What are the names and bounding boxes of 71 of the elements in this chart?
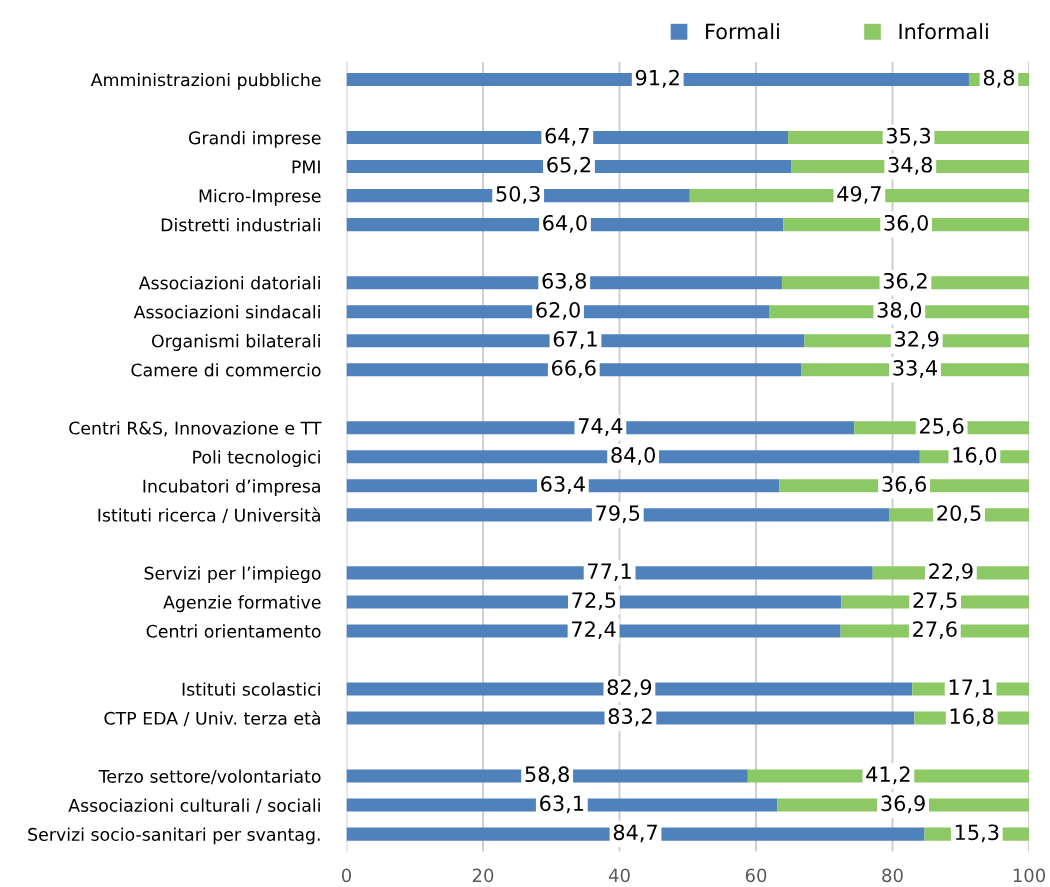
data-label: 17,1 [949, 679, 992, 698]
data-label: 34,8 [888, 156, 933, 175]
data-label: 84,0 [611, 447, 655, 465]
data-label: 74,4 [578, 418, 623, 436]
legend-label: Formali [706, 23, 779, 40]
y-tick-label: Centri orientamento [146, 624, 321, 638]
y-tick-label: Terzo settore/volontariato [98, 769, 321, 785]
y-tick-label: Amministrazioni pubbliche [90, 72, 321, 90]
data-label: 64,7 [545, 127, 589, 146]
legend-label: Informali [899, 23, 988, 40]
data-label: 22,9 [929, 563, 973, 582]
data-label: 64,0 [543, 214, 587, 233]
data-label: 38,0 [877, 301, 922, 320]
data-label: 15,3 [955, 824, 999, 843]
data-label: 66,6 [552, 360, 596, 378]
x-tick-label: 40 [608, 868, 630, 883]
data-label: 16,8 [950, 708, 994, 727]
data-label: 27,6 [913, 621, 957, 640]
data-label: 32,9 [895, 331, 939, 349]
y-tick-label: Agenzie formative [163, 595, 321, 613]
y-tick-label: Micro-Imprese [199, 189, 321, 206]
x-tick-label: 100 [1013, 868, 1046, 883]
data-label: 65,2 [547, 156, 591, 175]
x-tick-label: 20 [472, 868, 494, 883]
data-label: 77,1 [588, 563, 631, 582]
data-label: 16,0 [953, 447, 997, 465]
x-tick-label: 0 [341, 868, 352, 883]
y-tick-label: Distretti industriali [161, 218, 320, 232]
y-tick-label: Servizi per l’impiego [144, 566, 321, 584]
data-label: 36,9 [881, 795, 925, 814]
y-tick-label: Associazioni sindacali [133, 305, 320, 319]
data-label: 25,6 [919, 418, 964, 436]
y-tick-label: Grandi imprese [188, 130, 321, 148]
data-label: 8,8 [983, 69, 1015, 88]
data-label: 27,5 [913, 592, 957, 611]
y-tick-label: Associazioni culturali / sociali [68, 798, 320, 814]
data-label: 33,4 [893, 360, 938, 378]
data-label: 72,5 [572, 592, 616, 611]
data-label: 49,7 [837, 185, 881, 204]
data-label: 72,4 [572, 621, 616, 640]
y-tick-label: CTP EDA / Univ. terza età [104, 710, 320, 727]
data-label: 83,2 [608, 708, 652, 727]
y-tick-label: Associazioni datoriali [138, 276, 320, 290]
data-label: 79,5 [596, 505, 640, 524]
data-label: 63,4 [541, 476, 585, 494]
data-label: 58,8 [525, 766, 569, 785]
y-tick-label: PMI [292, 160, 320, 174]
data-label: 62,0 [536, 301, 580, 320]
x-tick-label: 60 [745, 868, 767, 883]
data-label: 91,2 [635, 69, 679, 88]
y-tick-label: Centri R&S, Innovazione e TT [69, 421, 322, 437]
data-label: 41,2 [866, 766, 910, 785]
y-tick-label: Camere di commercio [131, 363, 321, 377]
data-label: 36,6 [882, 476, 926, 494]
data-label: 36,0 [884, 214, 928, 233]
y-tick-label: Organismi bilaterali [151, 334, 320, 351]
y-tick-label: Poli tecnologici [193, 450, 320, 468]
data-label: 36,2 [883, 272, 927, 291]
data-label: 67,1 [553, 331, 597, 349]
y-tick-label: Istituti ricerca / Università [98, 507, 320, 524]
data-label: 82,9 [607, 679, 652, 698]
data-label: 35,3 [886, 127, 931, 146]
x-tick-label: 80 [882, 868, 903, 883]
y-tick-label: Servizi socio-sanitari per svantag. [28, 827, 320, 845]
data-label: 63,8 [542, 272, 586, 291]
y-tick-label: Istituti scolastici [182, 682, 320, 696]
data-label: 84,7 [613, 824, 657, 843]
y-tick-label: Incubatori d’impresa [143, 479, 320, 497]
data-label: 50,3 [496, 185, 540, 204]
data-label: 20,5 [937, 505, 981, 524]
data-label: 63,1 [540, 795, 584, 814]
